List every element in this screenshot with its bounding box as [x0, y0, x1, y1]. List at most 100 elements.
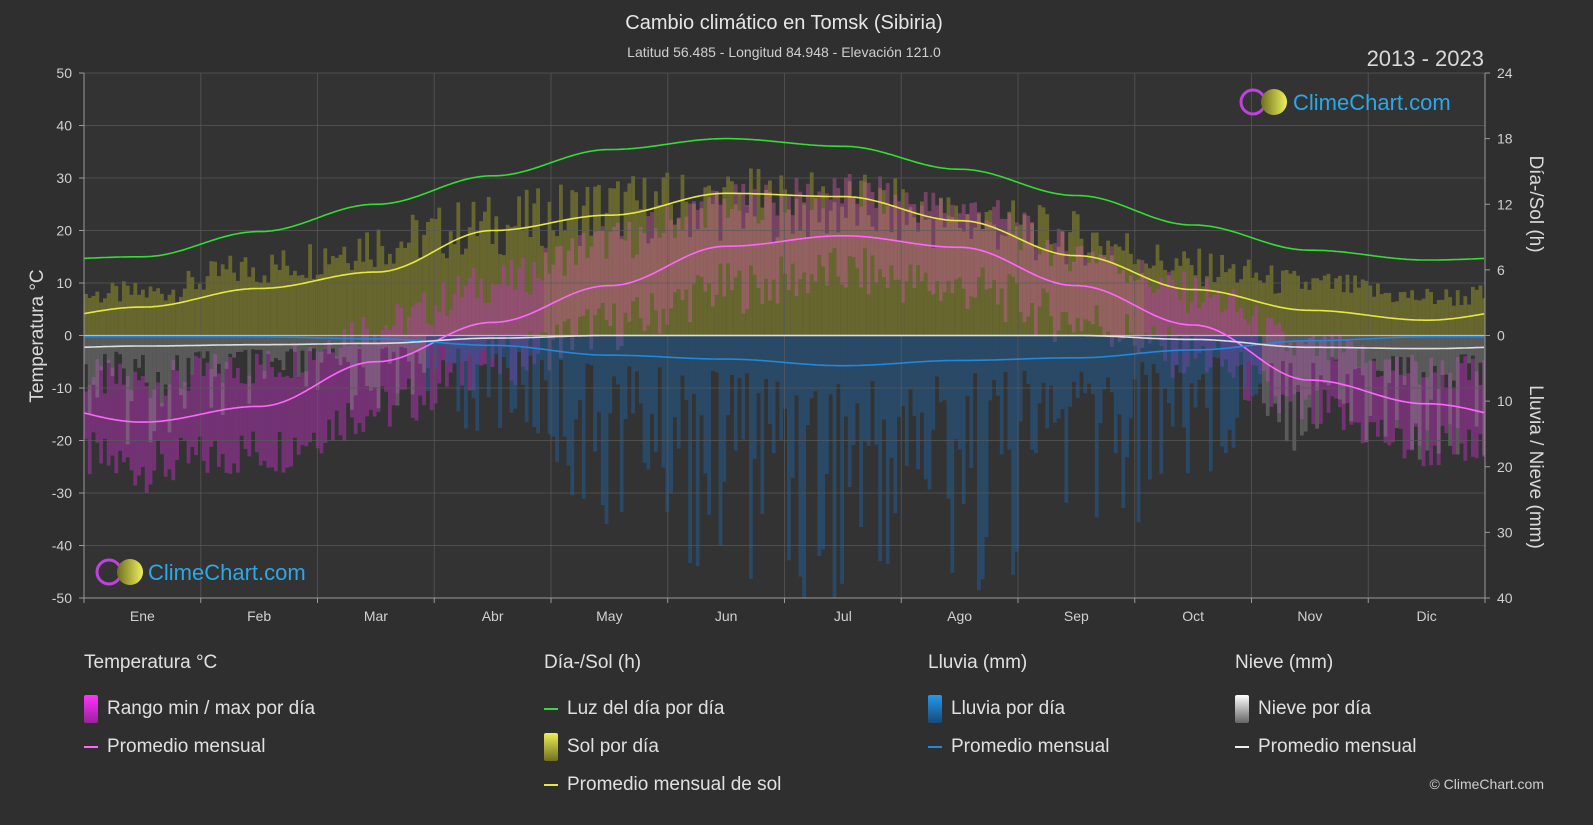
sunshine-bar — [1098, 246, 1103, 336]
temp-range-bar — [798, 191, 803, 280]
sunshine-bar — [502, 255, 506, 336]
sunshine-bar — [619, 239, 624, 336]
sunshine-bar — [1159, 260, 1164, 336]
temp-range-bar — [1060, 232, 1065, 313]
temp-range-bar — [327, 340, 331, 420]
rain-bar — [946, 335, 951, 499]
brand-text-bottom: ClimeChart.com — [148, 560, 306, 585]
sunshine-bar — [768, 180, 772, 336]
temp-range-bar — [1003, 219, 1008, 322]
sunshine-bar — [1311, 278, 1316, 336]
sunshine-bar — [1155, 244, 1160, 336]
sunshine-bar — [631, 176, 635, 336]
sunshine-bar — [1414, 299, 1418, 336]
sunshine-bar — [521, 229, 525, 336]
rain-bar — [764, 335, 768, 379]
sunshine-bar — [608, 188, 613, 336]
temp-range-bar — [414, 302, 419, 421]
temp-range-bar — [319, 352, 324, 454]
sunshine-bar — [1338, 275, 1342, 336]
sunshine-bar — [228, 255, 233, 336]
temp-range-bar — [452, 294, 457, 363]
temp-range-bar — [1417, 384, 1422, 446]
rain-bar — [688, 335, 692, 563]
month-tick-label: Mar — [364, 608, 388, 624]
sunshine-bar — [1091, 232, 1095, 336]
right-hours-tick-label: 12 — [1497, 196, 1513, 212]
snow-bar — [194, 335, 198, 353]
temp-range-bar — [395, 304, 400, 394]
snow-bar — [1406, 335, 1411, 358]
sunshine-bar — [543, 252, 548, 336]
temp-range-bar — [494, 284, 499, 336]
sunshine-bar — [787, 209, 791, 336]
rain-bar — [623, 335, 628, 420]
sunshine-bar — [148, 286, 153, 336]
sunshine-bar — [118, 301, 122, 336]
temp-range-bar — [680, 229, 685, 301]
temp-range-bar — [1125, 283, 1129, 314]
snow-bar — [1387, 335, 1392, 384]
temp-range-bar — [205, 362, 210, 473]
temp-range-bar — [1444, 388, 1449, 434]
rain-bar — [889, 335, 894, 458]
sunshine-bar — [182, 288, 187, 336]
sunshine-bar — [167, 294, 172, 336]
temp-range-bar — [893, 194, 898, 280]
temp-range-bar — [350, 321, 354, 418]
legend-item-rain: Lluvia por día — [928, 690, 1109, 728]
rain-bar — [1208, 335, 1213, 472]
snow-bar — [350, 335, 354, 410]
snow-bar — [148, 335, 153, 443]
rain-bar — [1178, 335, 1183, 373]
snow-bar — [338, 335, 343, 366]
snow-avg-swatch — [1235, 746, 1249, 748]
sunshine-bar — [1041, 207, 1046, 336]
temp-range-bar — [923, 192, 928, 273]
snow-bar — [1402, 335, 1407, 385]
sunshine-bar — [289, 275, 293, 336]
sunshine-bar — [1053, 254, 1057, 336]
temp-range-bar — [217, 373, 221, 467]
temp-range-bar — [608, 231, 613, 326]
snow-bar — [323, 335, 328, 349]
temp-range-bar — [859, 206, 863, 288]
temp-range-bar — [106, 359, 111, 466]
sunshine-bar — [722, 187, 727, 336]
rain-bar — [984, 335, 989, 538]
rain-bar — [771, 335, 776, 454]
rain-bar — [1201, 335, 1205, 375]
rain-bar — [714, 335, 719, 373]
sunshine-bar — [388, 253, 392, 336]
sunshine-bar — [1296, 275, 1300, 336]
temp-range-bar — [110, 367, 115, 456]
temp-range-bar — [954, 220, 958, 280]
temp-range-bar — [578, 235, 582, 317]
sunshine-bar — [407, 242, 411, 336]
snow-bar — [198, 335, 202, 352]
sunshine-bar — [1018, 224, 1023, 336]
sunshine-bar — [1292, 270, 1297, 336]
temp-range-bar — [654, 228, 658, 311]
temp-range-bar — [441, 281, 445, 361]
sunshine-bar — [1364, 280, 1369, 336]
sunshine-bar — [1216, 277, 1221, 336]
sunshine-bar — [426, 221, 430, 336]
sunshine-bar — [84, 293, 88, 336]
right-precip-tick-label: 40 — [1497, 590, 1513, 606]
temp-range-bar — [365, 328, 369, 417]
rain-bar — [794, 335, 799, 396]
temp-range-bar — [1368, 360, 1373, 423]
temp-range-bar — [1292, 355, 1297, 395]
legend-snow-label: Nieve por día — [1258, 698, 1372, 719]
sunshine-bar — [1330, 288, 1335, 336]
snow-bar — [236, 335, 240, 352]
logo-sun-icon — [117, 559, 143, 585]
sunshine-bar — [266, 282, 271, 336]
sunshine-bar — [205, 276, 210, 336]
temp-range-bar — [308, 347, 312, 443]
temp-range-bar — [1452, 388, 1456, 455]
sunshine-bar — [996, 249, 1000, 336]
sunshine-bar — [1357, 287, 1361, 336]
rain-bar — [882, 335, 886, 420]
